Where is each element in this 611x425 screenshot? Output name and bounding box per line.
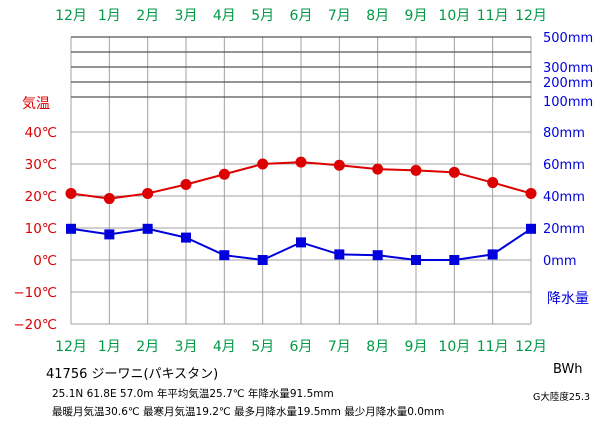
month-label: 10月: [438, 339, 470, 355]
precipitation-tick-label: 0mm: [543, 254, 577, 269]
temperature-point: [180, 178, 192, 190]
month-label: 11月: [477, 8, 509, 24]
temperature-tick-label: 30℃: [25, 157, 57, 173]
precipitation-point: [449, 255, 460, 265]
temperature-point: [142, 187, 154, 199]
station-summary-line-1: 25.1N 61.8E 57.0m 年平均気温25.7℃ 年降水量91.5mm: [52, 388, 334, 400]
temperature-point: [333, 159, 345, 171]
temperature-tick-label: 10℃: [25, 221, 57, 237]
month-label: 4月: [213, 339, 236, 355]
precipitation-tick-label: 200mm: [543, 76, 593, 91]
precipitation-point: [219, 250, 230, 261]
top-month-labels: 12月 1月 2月 3月 4月 5月 6月 7月 8月 9月 10月 11月 12月: [55, 8, 547, 24]
temperature-point: [410, 164, 422, 176]
month-label: 9月: [405, 8, 428, 24]
temperature-point: [525, 187, 537, 199]
station-summary-line-2: 最暖月気温30.6℃ 最寒月気温19.2℃ 最多月降水量19.5mm 最少月降水…: [52, 406, 445, 418]
month-label: 1月: [98, 8, 121, 24]
temperature-tick-label: 40℃: [25, 125, 57, 141]
temperature-point: [448, 166, 460, 178]
precipitation-point: [334, 249, 345, 260]
month-label: 12月: [55, 8, 87, 24]
precipitation-tick-label: 20mm: [543, 222, 585, 237]
precipitation-point: [526, 223, 536, 234]
station-name: 41756 ジーワニ(パキスタン): [46, 367, 219, 382]
precipitation-tick-label: 40mm: [543, 190, 585, 205]
month-label: 8月: [366, 339, 389, 355]
temperature-point: [65, 187, 77, 199]
temperature-tick-label: 0℃: [33, 253, 57, 269]
precipitation-point: [104, 229, 115, 240]
precipitation-tick-label: 300mm: [543, 61, 593, 76]
temperature-point: [372, 163, 384, 175]
precipitation-point: [296, 237, 306, 248]
precipitation-point: [487, 249, 498, 260]
grid: [70, 36, 532, 325]
precipitation-point: [372, 250, 383, 261]
month-label: 6月: [290, 8, 313, 24]
precipitation-point: [142, 223, 153, 234]
month-label: 2月: [136, 8, 159, 24]
temperature-axis: 40℃ 30℃ 20℃ 10℃ 0℃ −10℃ −20℃: [13, 125, 57, 333]
precipitation-point: [411, 255, 421, 265]
temperature-point: [487, 177, 499, 189]
month-label: 9月: [405, 339, 428, 355]
temperature-tick-label: −20℃: [13, 317, 57, 333]
precipitation-point: [257, 255, 268, 265]
month-label: 7月: [328, 8, 351, 24]
month-label: 12月: [515, 8, 547, 24]
precipitation-point: [181, 232, 191, 243]
month-label: 2月: [136, 339, 159, 355]
month-label: 12月: [55, 339, 87, 355]
precipitation-tick-label: 80mm: [543, 126, 585, 141]
series-marks: [65, 156, 537, 265]
month-label: 5月: [251, 339, 274, 355]
month-label: 10月: [438, 8, 470, 24]
climate-classification: BWh: [553, 362, 583, 377]
precipitation-tick-label: 100mm: [543, 95, 593, 110]
temperature-point: [218, 168, 230, 180]
temperature-axis-title: 気温: [22, 96, 50, 112]
temperature-point: [257, 158, 269, 170]
month-label: 1月: [98, 339, 121, 355]
month-label: 3月: [175, 8, 198, 24]
temperature-point: [295, 156, 307, 168]
temperature-tick-label: 20℃: [25, 189, 57, 205]
precipitation-tick-label: 60mm: [543, 158, 585, 173]
month-label: 8月: [366, 8, 389, 24]
precipitation-point: [66, 223, 76, 234]
precipitation-axis-title: 降水量: [547, 291, 589, 307]
temperature-tick-label: −10℃: [13, 285, 57, 301]
month-label: 12月: [515, 339, 547, 355]
continentality-index: G大陸度25.3: [533, 392, 591, 403]
month-label: 6月: [290, 339, 313, 355]
precipitation-tick-label: 500mm: [543, 31, 593, 46]
temperature-point: [103, 193, 115, 205]
bottom-month-labels: 12月 1月 2月 3月 4月 5月 6月 7月 8月 9月 10月 11月 12月: [55, 339, 547, 355]
month-label: 5月: [251, 8, 274, 24]
month-label: 11月: [477, 339, 509, 355]
month-label: 3月: [175, 339, 198, 355]
month-label: 4月: [213, 8, 236, 24]
month-label: 7月: [328, 339, 351, 355]
